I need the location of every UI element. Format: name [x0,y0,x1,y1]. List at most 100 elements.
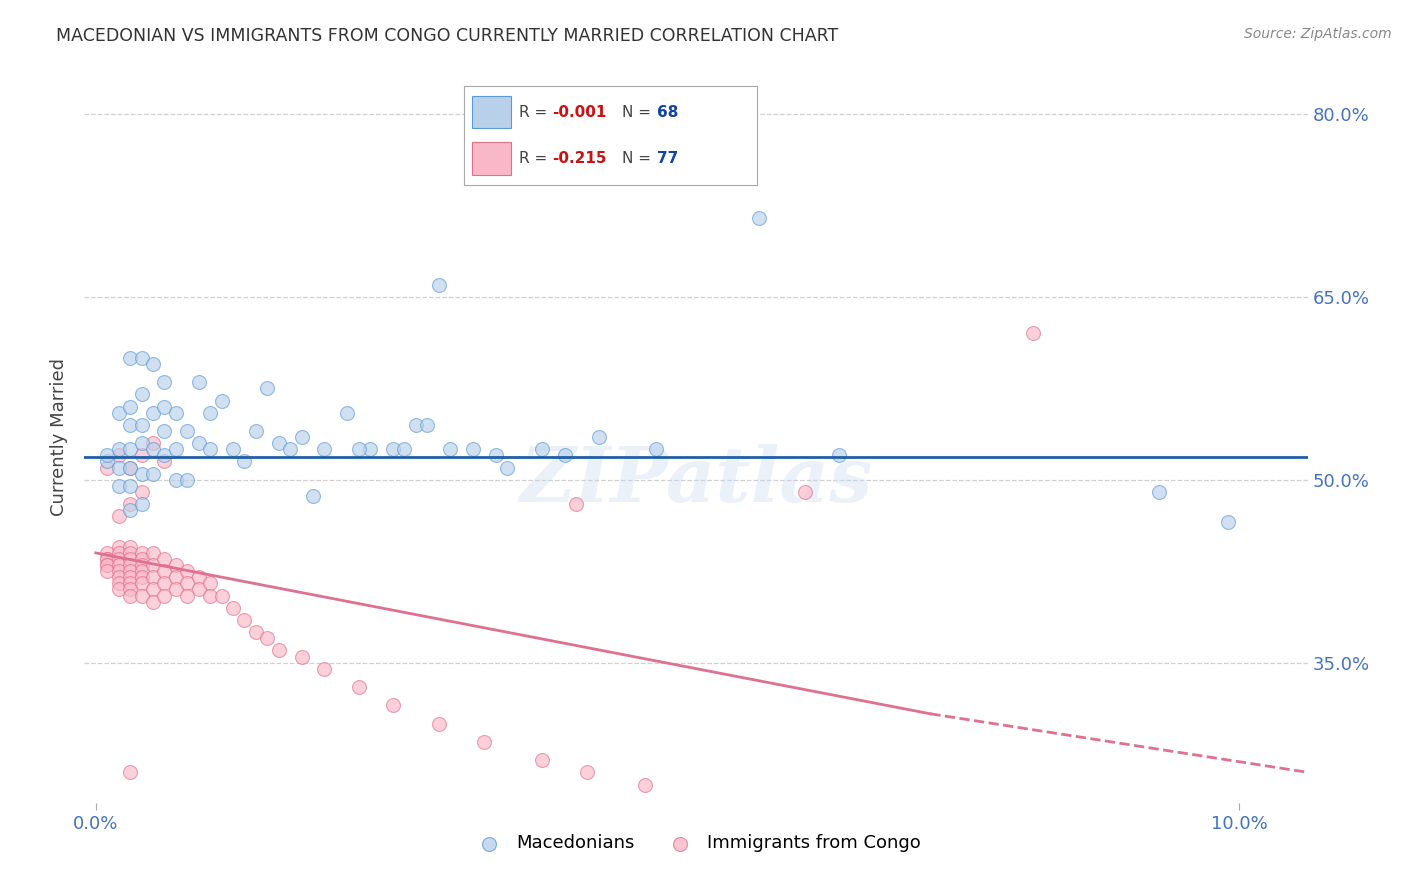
Point [198,406,221,420]
Point [165,570,187,584]
Point [120,351,142,365]
Point [107,448,129,462]
Point [187,376,209,390]
Point [142,442,165,457]
Point [382,698,405,713]
Point [382,442,405,457]
Point [107,552,129,566]
Point [176,576,198,591]
Point [131,436,153,450]
Point [165,442,187,457]
Point [120,589,142,603]
Point [645,442,668,457]
Point [120,497,142,511]
Point [120,552,142,566]
Point [142,546,165,560]
Point [131,448,153,462]
Point [120,576,142,591]
Point [187,582,209,597]
Point [198,576,221,591]
Point [427,716,450,731]
Point [267,436,290,450]
Point [565,497,588,511]
Point [120,460,142,475]
Point [107,479,129,493]
Point [142,594,165,608]
Point [120,564,142,578]
Point [256,632,278,646]
Point [107,558,129,573]
Point [198,442,221,457]
Point [198,589,221,603]
Point [107,576,129,591]
Point [142,406,165,420]
Point [96,460,118,475]
Point [131,484,153,499]
Point [633,778,655,792]
Point [96,448,118,462]
Point [142,467,165,481]
Point [120,765,142,780]
Point [165,582,187,597]
Point [553,448,575,462]
Point [336,406,359,420]
Y-axis label: Currently Married: Currently Married [49,358,67,516]
Point [120,417,142,432]
Point [142,570,165,584]
Point [131,467,153,481]
Point [153,454,176,468]
Point [1216,516,1239,530]
Point [96,552,118,566]
Point [153,448,176,462]
Point [474,735,496,749]
Point [165,473,187,487]
Point [153,424,176,438]
Point [131,497,153,511]
Point [142,582,165,597]
Point [530,753,553,767]
Point [394,442,416,457]
Point [120,558,142,573]
Point [96,546,118,560]
Point [107,564,129,578]
Point [176,589,198,603]
Point [176,473,198,487]
Point [153,576,176,591]
Point [142,558,165,573]
Point [427,277,450,292]
Point [153,400,176,414]
Point [439,442,461,457]
Point [347,442,370,457]
Point [302,489,325,503]
Point [828,448,851,462]
Point [120,582,142,597]
Point [233,613,256,627]
Point [120,503,142,517]
Point [120,479,142,493]
Point [461,442,484,457]
Point [96,558,118,573]
Point [267,643,290,657]
Point [131,387,153,401]
Point [793,484,815,499]
Point [131,351,153,365]
Point [187,570,209,584]
Point [107,570,129,584]
Point [405,417,427,432]
Point [120,546,142,560]
Point [290,649,312,664]
Point [496,460,519,475]
Point [96,552,118,566]
Point [153,564,176,578]
Point [142,357,165,371]
Point [176,564,198,578]
Point [142,436,165,450]
Point [679,168,702,182]
Point [131,570,153,584]
Point [245,424,267,438]
Point [610,107,633,121]
Point [256,381,278,395]
Point [485,448,508,462]
Point [131,558,153,573]
Point [120,442,142,457]
